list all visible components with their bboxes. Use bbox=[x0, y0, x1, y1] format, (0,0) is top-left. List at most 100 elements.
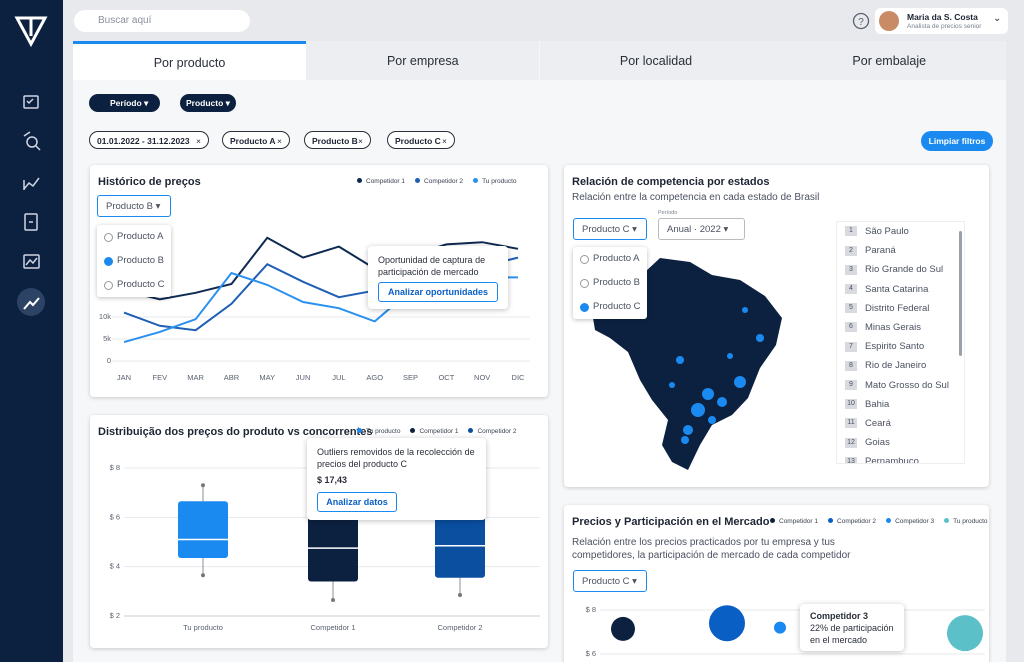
avatar bbox=[879, 11, 899, 31]
product-button[interactable]: Producto ▾ bbox=[180, 94, 236, 112]
state-name: Pernambuco bbox=[865, 456, 919, 464]
bubble bbox=[709, 605, 745, 642]
rank-number: 8 bbox=[845, 360, 857, 371]
dropdown[interactable]: Producto B ▾ bbox=[97, 195, 171, 217]
dropdown[interactable]: Producto C ▾ bbox=[573, 570, 647, 592]
ranking-item[interactable]: 12 Goias bbox=[837, 433, 964, 452]
filter-chip[interactable]: 01.01.2022 - 31.12.2023 × bbox=[89, 131, 209, 149]
period-button[interactable]: Período ▾ bbox=[89, 94, 160, 112]
menu-option[interactable]: Producto B bbox=[97, 249, 171, 273]
ranking-item[interactable]: 5 Distrito Federal bbox=[837, 299, 964, 318]
tooltip-button[interactable]: Analizar datos bbox=[317, 492, 397, 512]
clear-filters[interactable]: Limpiar filtros bbox=[921, 131, 993, 151]
ranking-item[interactable]: 13 Pernambuco bbox=[837, 452, 964, 464]
chip-label: Producto C bbox=[395, 136, 441, 146]
chip-remove[interactable]: × bbox=[277, 136, 282, 146]
ranking-item[interactable]: 9 Mato Grosso do Sul bbox=[837, 376, 964, 395]
state-name: Bahia bbox=[865, 398, 890, 410]
ranking-item[interactable]: 10 Bahia bbox=[837, 395, 964, 414]
menu-option[interactable]: Producto C bbox=[573, 295, 647, 319]
x-tick-label: AGO bbox=[366, 373, 383, 382]
svg-text:?: ? bbox=[858, 17, 864, 28]
x-tick-label: Competidor 2 bbox=[437, 623, 482, 632]
ranking-item[interactable]: 4 Santa Catarina bbox=[837, 280, 964, 299]
chip-remove[interactable]: × bbox=[442, 136, 447, 146]
menu-option[interactable]: Producto B bbox=[573, 271, 647, 295]
legend-label: Competidor 2 bbox=[837, 518, 877, 525]
state-name: Rio Grande do Sul bbox=[865, 264, 944, 276]
sidebar-icons bbox=[14, 16, 48, 316]
option-label: Producto A bbox=[117, 231, 164, 242]
x-tick-label: OCT bbox=[438, 373, 454, 382]
ranking-item[interactable]: 1 São Paulo bbox=[837, 222, 964, 241]
tooltip-button[interactable]: Analizar oportunidades bbox=[378, 282, 498, 302]
tooltip: Oportunidad de captura de participación … bbox=[368, 246, 508, 309]
chevron: ⌄ bbox=[993, 13, 1002, 24]
whisker-end bbox=[201, 483, 205, 488]
legend-dot bbox=[415, 178, 421, 183]
ranking-item[interactable]: 2 Paraná bbox=[837, 241, 964, 260]
card-title: Precios y Participación en el Mercado bbox=[572, 516, 770, 528]
rank-number: 1 bbox=[845, 226, 857, 237]
rank-number: 12 bbox=[845, 437, 857, 448]
ranking-item[interactable]: 6 Minas Gerais bbox=[837, 318, 964, 337]
ranking-item[interactable]: 3 Rio Grande do Sul bbox=[837, 260, 964, 279]
legend-label: Tu producto bbox=[953, 518, 988, 525]
y-tick-label: $ 6 bbox=[586, 649, 596, 658]
whisker-end bbox=[201, 573, 205, 578]
chip-label: Producto B bbox=[312, 136, 358, 146]
x-tick-label: JUL bbox=[332, 373, 345, 382]
search-box[interactable]: Buscar aquí bbox=[74, 10, 250, 32]
state-name: Paraná bbox=[865, 245, 896, 257]
option-label: Producto C bbox=[117, 279, 165, 290]
legend-dot bbox=[468, 428, 474, 433]
y-tick-label: 0 bbox=[107, 356, 111, 365]
help-icon[interactable]: ? bbox=[852, 12, 870, 30]
user-menu[interactable]: Maria da S. Costa Analista de precios se… bbox=[875, 8, 1008, 34]
radio bbox=[580, 255, 589, 264]
y-tick-label: $ 4 bbox=[110, 562, 120, 571]
legend-dot bbox=[357, 428, 362, 433]
tab[interactable]: Por localidad bbox=[539, 41, 773, 80]
x-tick-label: MAY bbox=[259, 373, 275, 382]
dropdown[interactable]: Producto C ▾ bbox=[573, 218, 647, 240]
menu-option[interactable]: Producto A bbox=[573, 247, 647, 271]
state-name: Mato Grosso do Sul bbox=[865, 379, 949, 391]
menu-option[interactable]: Producto A bbox=[97, 225, 171, 249]
legend-dot bbox=[357, 178, 362, 183]
sidebar bbox=[0, 0, 63, 662]
period-label: Período bbox=[658, 210, 678, 216]
map-bubbles bbox=[669, 307, 764, 444]
period-dropdown[interactable]: Anual · 2022 ▾ bbox=[658, 218, 745, 240]
chip-remove[interactable]: × bbox=[196, 136, 201, 146]
filter-chip[interactable]: Producto C × bbox=[387, 131, 455, 149]
tooltip-text: 22% de participación en el mercado bbox=[810, 623, 894, 645]
legend-dot bbox=[886, 518, 892, 523]
dropdown-label: Producto C bbox=[582, 224, 630, 235]
filter-chip[interactable]: Producto B × bbox=[304, 131, 371, 149]
ranking-item[interactable]: 8 Rio de Janeiro bbox=[837, 356, 964, 375]
chip-remove[interactable]: × bbox=[358, 136, 363, 146]
x-tick-label: SEP bbox=[403, 373, 418, 382]
scrollbar[interactable] bbox=[959, 231, 962, 356]
ranking-item[interactable]: 7 Espirito Santo bbox=[837, 337, 964, 356]
ranking-item[interactable]: 11 Ceará bbox=[837, 414, 964, 433]
box bbox=[435, 502, 485, 578]
tab[interactable]: Por producto bbox=[73, 41, 306, 80]
legend-label: Tu producto bbox=[482, 178, 517, 185]
legend-label: Competidor 1 bbox=[366, 178, 406, 185]
menu-option[interactable]: Producto C bbox=[97, 273, 171, 297]
tooltip: Outliers removidos de la recolección de … bbox=[307, 438, 486, 520]
tab[interactable]: Por empresa bbox=[306, 41, 540, 80]
dropdown-menu: Producto A Producto B Producto C bbox=[97, 225, 171, 297]
legend-label: Tu producto bbox=[366, 428, 401, 435]
bubble bbox=[947, 615, 983, 652]
tab[interactable]: Por embalaje bbox=[772, 41, 1006, 80]
dropdown-label: Producto C bbox=[582, 576, 630, 587]
dropdown-menu: Producto A Producto B Producto C bbox=[573, 247, 647, 319]
legend-label: Competidor 3 bbox=[895, 518, 935, 525]
state-name: Espirito Santo bbox=[865, 341, 925, 353]
legend-item: Competidor 1 bbox=[410, 428, 458, 435]
whisker-end bbox=[331, 597, 335, 602]
filter-chip[interactable]: Producto A × bbox=[222, 131, 290, 149]
